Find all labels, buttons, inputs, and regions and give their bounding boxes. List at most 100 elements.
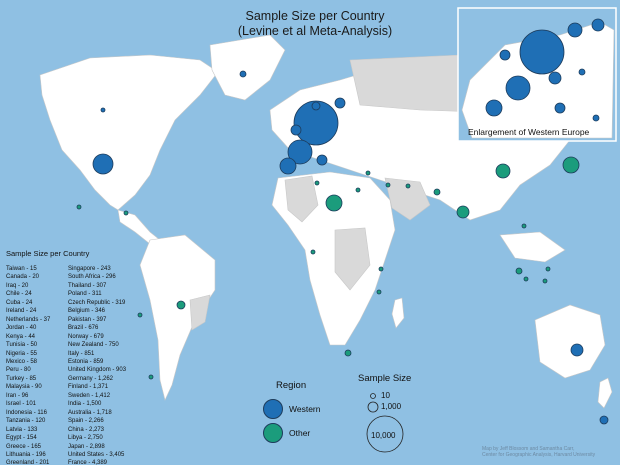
circle-china bbox=[495, 163, 511, 179]
madagascar-land bbox=[391, 297, 405, 329]
circle-tanzania bbox=[376, 289, 382, 295]
sample-list-item: Greenland - 201 bbox=[6, 460, 50, 465]
sample-list-item: Thailand - 307 bbox=[68, 282, 107, 289]
circle-india bbox=[456, 205, 470, 219]
circle-cuba bbox=[123, 210, 129, 216]
map-credit: Map by Jeff Blossom and Samantha Carr, C… bbox=[482, 446, 595, 458]
sample-list-item: Singapore - 243 bbox=[68, 266, 111, 272]
sample-list-item: Peru - 80 bbox=[6, 367, 31, 374]
sample-list-column-2: Singapore - 243 South Africa - 296 Thailan… bbox=[68, 265, 126, 465]
sample-list-item: Pakistan - 397 bbox=[68, 316, 107, 323]
sample-list-item: Lithuania - 196 bbox=[6, 451, 46, 458]
sample-list-item: Australia - 1,718 bbox=[68, 409, 112, 416]
size-label-large: 10,000 bbox=[371, 431, 396, 440]
sample-list-item: Latvia - 133 bbox=[6, 426, 38, 433]
title-line-2: (Levine et al Meta-Analysis) bbox=[237, 24, 393, 38]
sample-list-item: Malaysia - 90 bbox=[6, 384, 42, 391]
map-title: Sample Size per Country (Levine et al Me… bbox=[215, 9, 415, 39]
circle-pakistan bbox=[433, 188, 441, 196]
sample-list-item: Libya - 2,750 bbox=[68, 435, 103, 442]
circle-taiwan bbox=[521, 223, 527, 229]
sample-list-item: Canada - 20 bbox=[6, 274, 40, 281]
circle-new-zealand bbox=[599, 415, 609, 425]
sample-list-item: China - 2,273 bbox=[68, 426, 105, 433]
arabia-grey bbox=[384, 177, 431, 221]
inset-circle-denmark bbox=[519, 29, 565, 75]
inset-circle-finland bbox=[591, 18, 605, 32]
sample-list-item: Norway - 679 bbox=[68, 333, 104, 340]
sample-list-item: Poland - 311 bbox=[68, 291, 102, 298]
greenland-land bbox=[209, 34, 286, 101]
sample-list-item: Egypt - 154 bbox=[6, 435, 37, 442]
size-legend-title: Sample Size bbox=[358, 373, 412, 384]
circle-chile bbox=[148, 374, 154, 380]
sample-list-item: Finland - 1,371 bbox=[68, 384, 109, 391]
circle-nigeria bbox=[310, 249, 316, 255]
new-zealand-land bbox=[597, 377, 613, 409]
inset-circle-poland bbox=[578, 68, 586, 76]
circle-malaysia bbox=[545, 266, 551, 272]
sample-list-item: Tanzania - 120 bbox=[6, 418, 46, 425]
sample-list-item: Greece - 165 bbox=[6, 443, 42, 450]
sample-list-item: United States - 3,405 bbox=[68, 451, 125, 458]
sample-list-item: South Africa - 296 bbox=[68, 274, 116, 281]
title-line-1: Sample Size per Country bbox=[245, 9, 385, 23]
sample-list-item: India - 1,500 bbox=[68, 401, 102, 408]
circle-france bbox=[287, 139, 313, 165]
inset-circle-uk bbox=[499, 49, 511, 61]
sample-list-item: Iran - 96 bbox=[6, 392, 29, 399]
region-legend-title: Region bbox=[276, 380, 307, 391]
sample-list-item: Cuba - 24 bbox=[6, 299, 33, 306]
inset-circle-spain bbox=[485, 99, 503, 117]
legend-other: Other bbox=[263, 423, 310, 443]
australia-land bbox=[534, 304, 606, 379]
south-america-grey bbox=[189, 294, 211, 331]
sample-list-item: Nigeria - 55 bbox=[6, 350, 38, 357]
circle-indonesia bbox=[542, 278, 548, 284]
sample-list-item: Spain - 2,266 bbox=[68, 418, 104, 425]
circle-turkey bbox=[365, 170, 371, 176]
circle-finland bbox=[334, 97, 346, 109]
other-swatch bbox=[263, 423, 283, 443]
inset-circle-germany bbox=[548, 71, 562, 85]
circle-mexico bbox=[76, 204, 82, 210]
inset-circle-italy bbox=[554, 102, 566, 114]
sample-list-item: Mexico - 58 bbox=[6, 358, 38, 365]
size-label-small: 10 bbox=[381, 391, 390, 400]
circle-australia bbox=[570, 343, 584, 357]
sample-list-item: New Zealand - 750 bbox=[68, 342, 119, 349]
inset-label: Enlargement of Western Europe bbox=[468, 127, 590, 137]
inset-circle-greece bbox=[592, 114, 600, 122]
credit-line-2: Center for Geographic Analysis, Harvard … bbox=[482, 452, 596, 458]
circle-egypt bbox=[355, 187, 361, 193]
sample-list-item: Belgium - 346 bbox=[68, 308, 106, 315]
circle-united-states bbox=[92, 153, 114, 175]
south-america-land bbox=[139, 234, 216, 401]
other-label: Other bbox=[289, 428, 311, 438]
circle-denmark bbox=[293, 100, 339, 146]
circle-thailand bbox=[515, 267, 523, 275]
circle-tunisia bbox=[314, 180, 320, 186]
circle-libya bbox=[325, 194, 343, 212]
sample-list-item: Chile - 24 bbox=[6, 291, 32, 298]
circle-iran bbox=[405, 183, 411, 189]
credit-line-1: Map by Jeff Blossom and Samantha Carr, bbox=[482, 446, 575, 452]
circle-canada bbox=[100, 107, 106, 113]
legend-western: Western bbox=[263, 399, 321, 419]
circle-peru bbox=[137, 312, 143, 318]
circle-italy bbox=[316, 154, 328, 166]
sample-list-item: United Kingdom - 903 bbox=[68, 367, 127, 374]
central-africa-grey bbox=[334, 227, 371, 291]
north-america-land bbox=[39, 54, 219, 211]
inset-circle-france bbox=[505, 75, 531, 101]
circle-kenya bbox=[378, 266, 384, 272]
sample-list-item: Israel - 101 bbox=[6, 401, 37, 408]
circle-norway bbox=[311, 101, 321, 111]
sample-list-item: Netherlands - 37 bbox=[6, 316, 51, 323]
circle-singapore bbox=[523, 276, 529, 282]
sample-list-item: Estonia - 859 bbox=[68, 358, 104, 365]
sample-list-item: Japan - 2,898 bbox=[68, 443, 105, 450]
central-america-land bbox=[117, 209, 161, 245]
circle-iraq bbox=[385, 182, 391, 188]
